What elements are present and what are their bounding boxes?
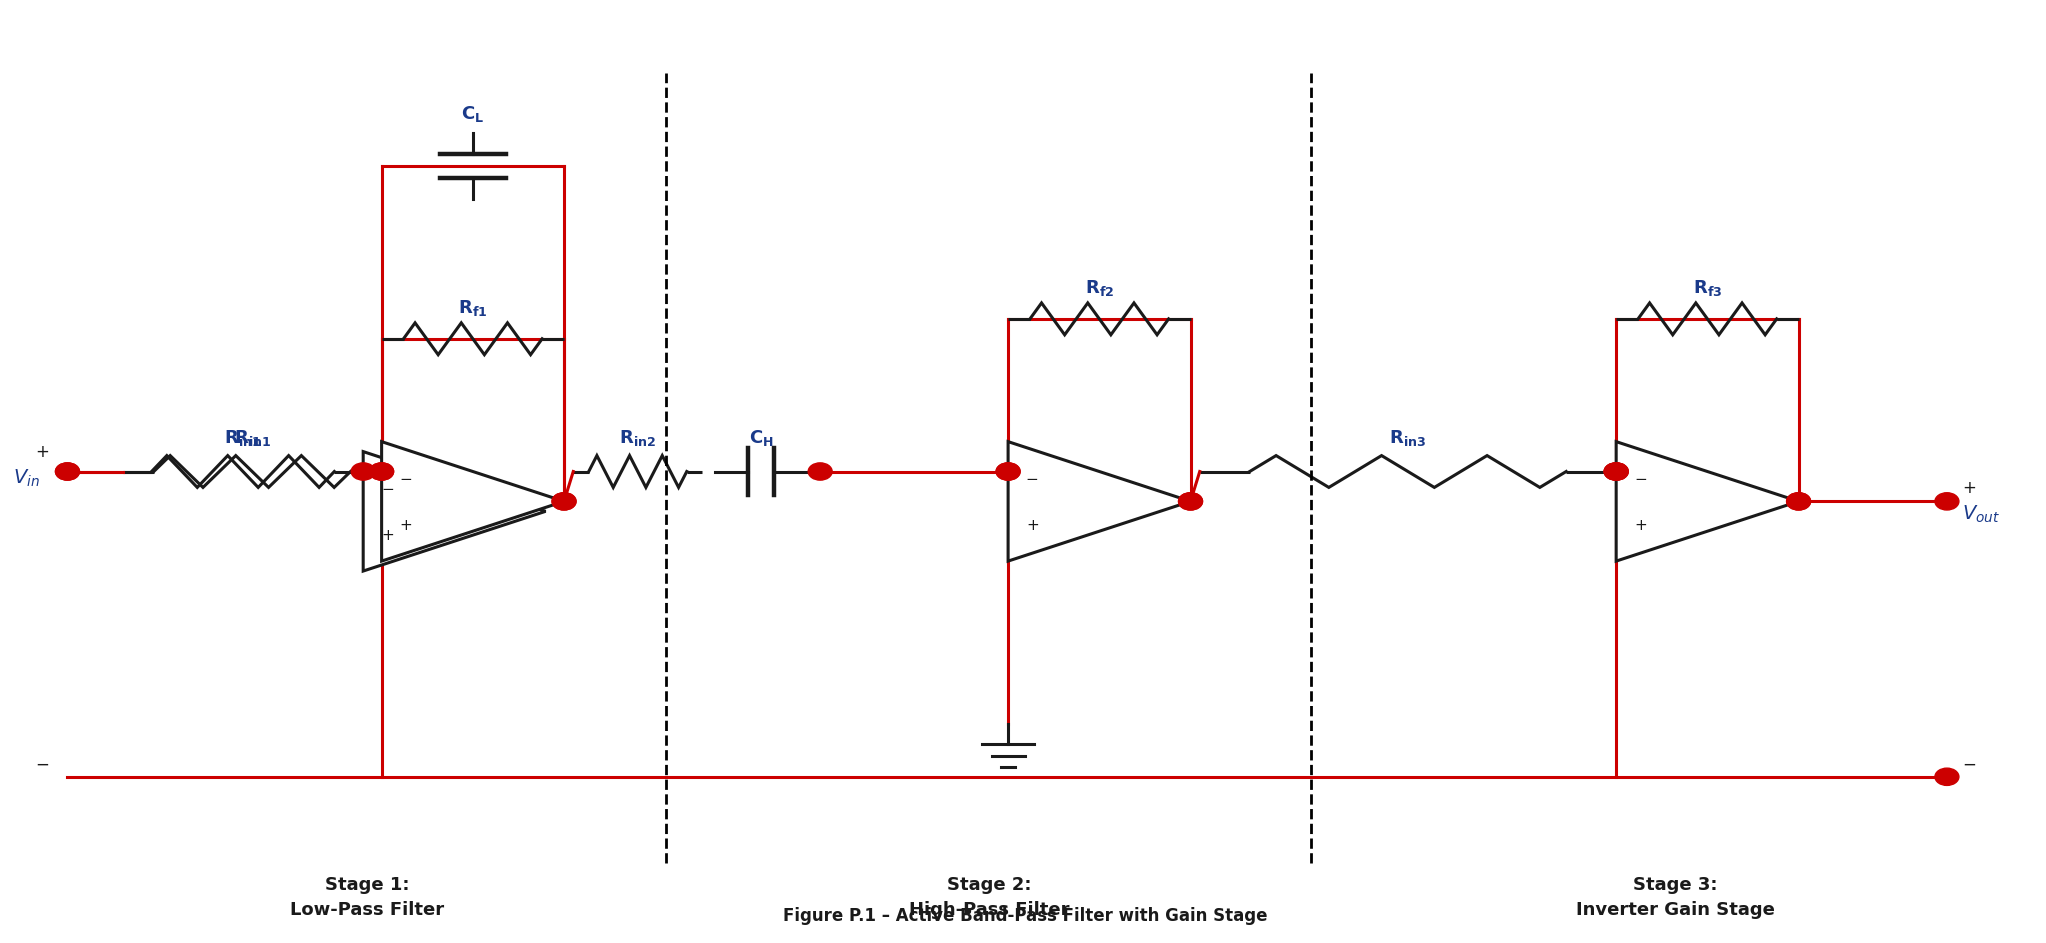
Circle shape (1936, 769, 1958, 786)
Circle shape (1604, 463, 1629, 480)
Text: $+$: $+$ (381, 528, 393, 543)
Circle shape (996, 463, 1021, 480)
Text: $\mathbf{R_{f2}}$: $\mathbf{R_{f2}}$ (1084, 277, 1113, 298)
Polygon shape (1616, 441, 1798, 561)
Circle shape (996, 463, 1021, 480)
Text: Stage 2:
High-Pass Filter: Stage 2: High-Pass Filter (908, 876, 1068, 919)
Circle shape (370, 463, 393, 480)
Text: Figure P.1 – Active Band-Pass Filter with Gain Stage: Figure P.1 – Active Band-Pass Filter wit… (784, 907, 1269, 925)
Text: Stage 3:
Inverter Gain Stage: Stage 3: Inverter Gain Stage (1575, 876, 1774, 919)
Circle shape (55, 463, 80, 480)
Circle shape (1786, 493, 1811, 510)
Text: $-$: $-$ (1025, 470, 1039, 485)
Text: $-$: $-$ (399, 470, 411, 485)
Polygon shape (1009, 441, 1191, 561)
Text: $-$: $-$ (35, 754, 49, 772)
Text: $+$: $+$ (1962, 479, 1976, 497)
Text: $\mathbf{C_H}$: $\mathbf{C_H}$ (749, 427, 773, 448)
Circle shape (808, 463, 833, 480)
Circle shape (352, 463, 374, 480)
Text: $\mathbf{R_{in1}}$: $\mathbf{R_{in1}}$ (225, 427, 262, 448)
Circle shape (1178, 493, 1203, 510)
Text: $\mathbf{C_L}$: $\mathbf{C_L}$ (460, 104, 485, 124)
Text: $\mathbf{R_{in1}}$: $\mathbf{R_{in1}}$ (233, 427, 270, 448)
Text: $+$: $+$ (35, 442, 49, 460)
Text: $-$: $-$ (381, 480, 393, 495)
Polygon shape (364, 452, 546, 571)
Circle shape (552, 493, 577, 510)
Circle shape (1786, 493, 1811, 510)
Text: $\mathbf{R_{f3}}$: $\mathbf{R_{f3}}$ (1692, 277, 1723, 298)
Circle shape (1604, 463, 1629, 480)
Text: $V_{out}$: $V_{out}$ (1962, 504, 1999, 525)
Circle shape (55, 463, 80, 480)
Circle shape (552, 493, 577, 510)
Circle shape (370, 463, 393, 480)
Circle shape (1604, 463, 1629, 480)
Text: $\mathbf{R_{f1}}$: $\mathbf{R_{f1}}$ (458, 298, 487, 318)
Circle shape (1936, 493, 1958, 510)
Text: $\mathbf{R_{in2}}$: $\mathbf{R_{in2}}$ (620, 427, 657, 448)
Text: $+$: $+$ (399, 518, 411, 533)
Text: $-$: $-$ (1962, 754, 1976, 772)
Text: $+$: $+$ (1025, 518, 1039, 533)
Text: $-$: $-$ (1633, 470, 1647, 485)
Text: Stage 1:
Low-Pass Filter: Stage 1: Low-Pass Filter (291, 876, 444, 919)
Text: $\mathbf{R_{in3}}$: $\mathbf{R_{in3}}$ (1389, 427, 1426, 448)
Polygon shape (383, 441, 565, 561)
Circle shape (1178, 493, 1203, 510)
Text: $V_{in}$: $V_{in}$ (12, 468, 39, 488)
Text: $+$: $+$ (1633, 518, 1647, 533)
